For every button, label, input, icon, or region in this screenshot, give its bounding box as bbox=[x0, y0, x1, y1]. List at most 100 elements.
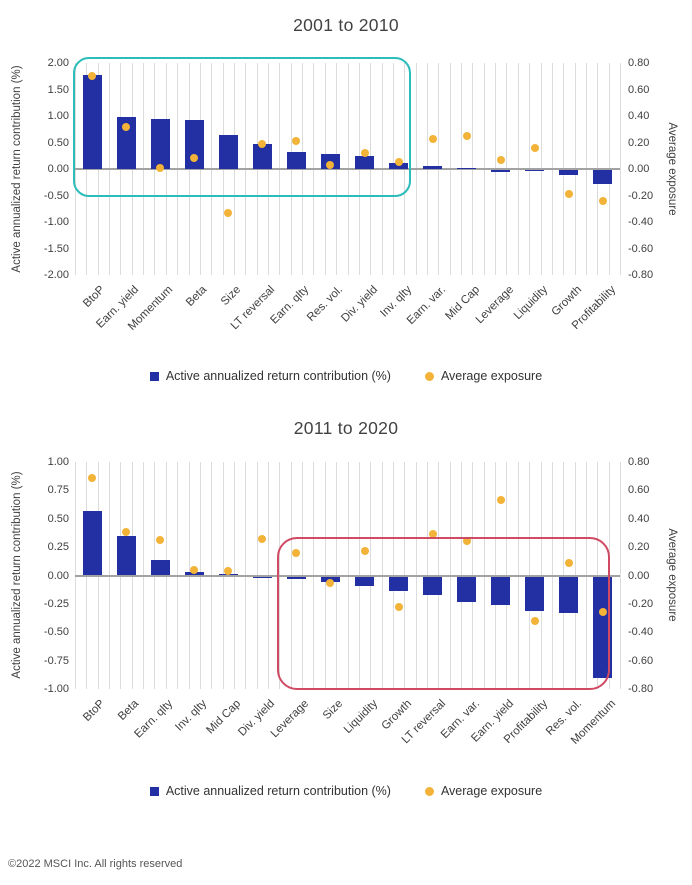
left-axis-tick: 1.00 bbox=[47, 456, 69, 468]
bar-earn-var bbox=[457, 576, 477, 602]
dot-leverage bbox=[496, 155, 505, 164]
right-axis-tick: 0.60 bbox=[628, 83, 650, 96]
left-axis-tick: 1.00 bbox=[47, 110, 69, 122]
plot-area: 1.00 0.75 0.50 0.25 0.00 -0.25 -0.50 -0.75 -1.00… bbox=[44, 456, 653, 747]
dot-earn-var bbox=[428, 134, 437, 143]
dot-btop bbox=[88, 473, 97, 482]
right-axis-tick: 0.00 bbox=[628, 163, 650, 175]
bar-lt-reversal bbox=[423, 576, 443, 595]
bar-res-vol bbox=[559, 576, 579, 613]
dot-series-swatch-icon bbox=[424, 371, 434, 381]
bar-liquidity bbox=[525, 170, 545, 172]
bar-series-swatch-icon bbox=[149, 786, 159, 796]
right-axis-tick: -0.80 bbox=[628, 269, 654, 281]
dot-earn-yield bbox=[122, 122, 131, 131]
gridline bbox=[620, 63, 621, 275]
bar-div-yield bbox=[252, 576, 272, 578]
legend-item-dot-series: Average exposure bbox=[424, 369, 543, 383]
right-axis-tick: 0.80 bbox=[628, 57, 650, 69]
left-axis-tick: -0.50 bbox=[43, 189, 69, 202]
dot-growth bbox=[564, 190, 573, 199]
legend-item-bar-series: Active annualized return contribution (%… bbox=[149, 784, 391, 798]
dot-div-yield bbox=[258, 534, 267, 543]
right-axis-tick: -0.20 bbox=[628, 597, 654, 610]
bar-earn-qlty bbox=[150, 559, 170, 576]
chart-title: 2001 to 2010 bbox=[293, 15, 399, 35]
bar-momentum bbox=[593, 576, 613, 678]
legend: Active annualized return contribution (%… bbox=[0, 369, 692, 383]
dot-series-swatch-icon bbox=[424, 786, 434, 796]
right-axis-tick: 0.80 bbox=[628, 456, 650, 468]
left-axis-tick: -1.00 bbox=[43, 683, 69, 695]
bar-btop bbox=[82, 510, 102, 576]
bar-earn-yield bbox=[491, 576, 511, 605]
right-axis-tick: -0.60 bbox=[628, 242, 654, 255]
dot-momentum bbox=[156, 163, 165, 172]
left-axis-tick: 0.00 bbox=[47, 569, 69, 582]
dot-earn-qlty bbox=[292, 137, 301, 146]
bar-div-yield bbox=[355, 156, 375, 169]
right-axis-tick: 0.60 bbox=[628, 484, 650, 497]
zero-axis-line bbox=[75, 574, 620, 577]
bar-earn-var bbox=[423, 166, 443, 169]
bar-leverage bbox=[286, 576, 306, 579]
dot-beta bbox=[190, 154, 199, 163]
dot-momentum bbox=[598, 608, 607, 617]
right-axis-tick: -0.20 bbox=[628, 189, 654, 202]
right-axis-tick: 0.40 bbox=[628, 110, 650, 122]
dot-inv-qlty bbox=[190, 565, 199, 574]
left-axis-tick: 0.00 bbox=[47, 163, 69, 175]
bar-btop bbox=[82, 74, 102, 169]
dot-growth bbox=[394, 602, 403, 611]
dot-btop bbox=[88, 72, 97, 81]
dot-size bbox=[326, 578, 335, 587]
legend-label: Active annualized return contribution (%… bbox=[165, 784, 391, 798]
left-axis-tick: 0.75 bbox=[47, 484, 69, 497]
left-axis-tick: -2.00 bbox=[43, 269, 69, 281]
left-axis-tick: 0.50 bbox=[47, 512, 69, 525]
bar-momentum bbox=[150, 119, 170, 169]
left-axis-tick: 1.50 bbox=[47, 83, 69, 96]
left-axis-tick: 0.25 bbox=[47, 541, 69, 554]
right-axis-tick: -0.80 bbox=[628, 683, 654, 695]
dot-liquidity bbox=[360, 547, 369, 556]
bar-series-swatch-icon bbox=[149, 371, 159, 381]
legend-item-dot-series: Average exposure bbox=[424, 784, 543, 798]
legend-label: Average exposure bbox=[440, 784, 543, 798]
bar-profitability bbox=[525, 576, 545, 611]
bar-mid-cap bbox=[457, 168, 477, 170]
right-axis-tick: 0.20 bbox=[628, 541, 650, 554]
bar-growth bbox=[559, 170, 579, 176]
legend-item-bar-series: Active annualized return contribution (%… bbox=[149, 369, 391, 383]
dot-lt-reversal bbox=[428, 530, 437, 539]
dot-size bbox=[224, 208, 233, 217]
right-axis-tick: -0.40 bbox=[628, 626, 654, 639]
highlight-box-leverage-to-momentum bbox=[277, 536, 610, 690]
legend: Active annualized return contribution (%… bbox=[0, 784, 692, 798]
dot-mid-cap bbox=[224, 567, 233, 576]
dot-res-vol bbox=[326, 161, 335, 170]
dot-earn-var bbox=[462, 537, 471, 546]
bar-profitability bbox=[593, 170, 613, 185]
gridline bbox=[620, 462, 621, 689]
legend-label: Average exposure bbox=[440, 369, 543, 383]
left-axis-tick: 0.50 bbox=[47, 136, 69, 149]
left-axis-tick: -0.75 bbox=[43, 654, 69, 667]
copyright-text: ©2022 MSCI Inc. All rights reserved bbox=[8, 858, 183, 870]
dot-profitability bbox=[598, 196, 607, 205]
right-axis-tick: -0.40 bbox=[628, 216, 654, 228]
dot-profitability bbox=[530, 616, 539, 625]
right-axis-tick: -0.60 bbox=[628, 654, 654, 667]
zero-axis-line bbox=[75, 168, 620, 170]
left-axis-tick: 2.00 bbox=[47, 57, 69, 69]
right-axis-tick: 0.40 bbox=[628, 512, 650, 525]
dot-beta bbox=[122, 527, 131, 536]
right-axis-tick: 0.00 bbox=[628, 569, 650, 582]
chart-title: 2011 to 2020 bbox=[293, 418, 399, 438]
chart-section-2001-2010: 2001 to 2010 Active annualized return co… bbox=[0, 0, 692, 399]
bar-earn-yield bbox=[116, 117, 136, 169]
bar-liquidity bbox=[355, 576, 375, 586]
left-axis-tick: -1.50 bbox=[43, 242, 69, 255]
y-axis-label-left: Active annualized return contribution (%… bbox=[11, 65, 23, 273]
